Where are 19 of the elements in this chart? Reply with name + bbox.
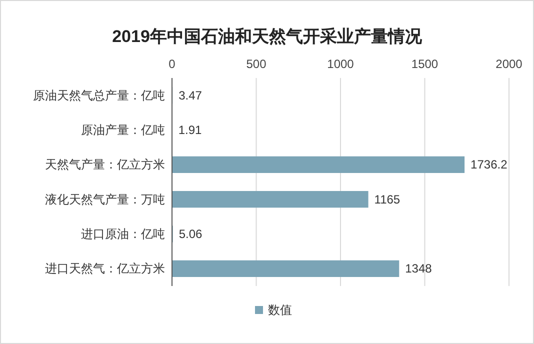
x-tick-label: 500 — [246, 57, 267, 71]
y-tick-label: 进口天然气：亿立方米 — [45, 262, 165, 276]
y-tick-label: 原油产量：亿吨 — [81, 123, 165, 137]
data-label: 1.91 — [178, 123, 202, 137]
chart-title: 2019年中国石油和天然气开采业产量情况 — [112, 27, 423, 46]
x-tick-label: 0 — [168, 57, 176, 71]
y-tick-label: 原油天然气总产量：亿吨 — [33, 88, 165, 102]
legend-label: 数值 — [268, 303, 292, 317]
data-label: 1348 — [405, 262, 432, 276]
y-tick-label: 液化天然气产量：万吨 — [45, 192, 165, 206]
y-tick-label: 进口原油：亿吨 — [81, 227, 165, 241]
y-tick-label: 天然气产量：亿立方米 — [45, 158, 165, 172]
x-tick-label: 1500 — [411, 57, 438, 71]
x-tick-label: 1000 — [327, 57, 354, 71]
data-label: 1165 — [374, 192, 400, 206]
data-label: 3.47 — [178, 88, 202, 102]
data-label: 1736.2 — [470, 158, 508, 172]
data-label: 5.06 — [178, 227, 203, 241]
x-tick-label: 2000 — [496, 57, 523, 71]
